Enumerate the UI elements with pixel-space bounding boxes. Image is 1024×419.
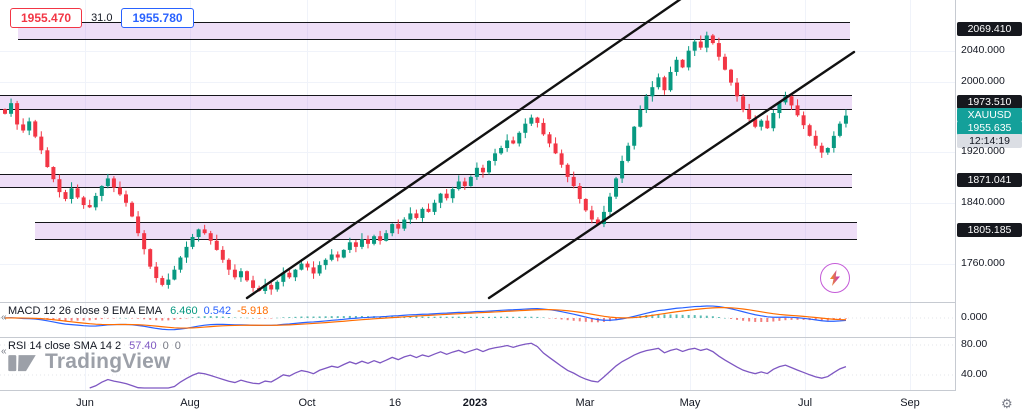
- rsi-values: 57.40 0 0: [129, 340, 187, 352]
- time-axis-label-2023: 2023: [462, 397, 488, 409]
- macd-axis-label: 0.000: [961, 311, 988, 323]
- indicator-value: 0.542: [203, 305, 232, 317]
- vertical-gridline: [910, 0, 911, 390]
- rsi-header[interactable]: RSI 14 close SMA 14 2 57.40 0 0: [8, 340, 187, 352]
- price-level-badge-1973510: 1973.510: [957, 94, 1022, 109]
- price-axis-label: 1840.000: [961, 196, 1005, 208]
- macd-pane[interactable]: [0, 303, 956, 338]
- horizontal-gridline: [0, 152, 955, 153]
- price-zone-1805.185[interactable]: [35, 222, 857, 240]
- price-axis-label: 1920.000: [961, 145, 1005, 157]
- time-axis-label-Sep: Sep: [900, 397, 920, 409]
- macd-title: MACD 12 26 close 9 EMA EMA: [8, 305, 163, 317]
- rsi-pane-collapse-icon[interactable]: «: [1, 346, 7, 357]
- watermark-text: TradingView: [45, 350, 171, 373]
- indicator-value: 0: [174, 340, 181, 352]
- macd-values: 6.460 0.542 -5.918: [170, 305, 274, 317]
- time-axis[interactable]: Jun Aug Oct 16 2023 Mar May Jul Sep: [0, 391, 1024, 419]
- tradingview-watermark: TradingView: [6, 346, 171, 378]
- price-axis-label: 2000.000: [961, 75, 1005, 87]
- symbol-badge: XAUUSD: [957, 107, 1022, 122]
- price-level-badge-1871041: 1871.041: [957, 173, 1022, 187]
- vertical-gridline: [307, 0, 308, 390]
- vertical-gridline: [585, 0, 586, 390]
- sell-button[interactable]: 1955.470: [10, 8, 83, 28]
- time-axis-label-Oct: Oct: [298, 397, 316, 409]
- indicator-value: 0: [162, 340, 169, 352]
- rsi-axis-label: 40.00: [961, 368, 988, 380]
- horizontal-gridline: [0, 51, 955, 52]
- vertical-gridline: [85, 0, 86, 390]
- lightning-button[interactable]: [820, 263, 850, 293]
- price-level-badge-1805185: 1805.185: [957, 223, 1022, 237]
- time-axis-label-16: 16: [388, 397, 402, 409]
- price-axis-separator: [955, 0, 956, 419]
- rsi-axis-label: 80.00: [961, 338, 988, 350]
- vertical-gridline: [190, 0, 191, 390]
- macd-header[interactable]: MACD 12 26 close 9 EMA EMA 6.460 0.542 -5.…: [8, 305, 274, 317]
- time-axis-label-May: May: [679, 397, 701, 409]
- buy-button[interactable]: 1955.780: [121, 8, 194, 28]
- time-axis-label-Jul: Jul: [797, 397, 813, 409]
- pane-separator-macd-rsi[interactable]: [0, 337, 1024, 338]
- horizontal-gridline: [0, 264, 955, 265]
- price-axis[interactable]: 2069.410 2040.000 2000.000 1973.510 XAUUSD 19…: [956, 0, 1024, 419]
- vertical-gridline: [805, 0, 806, 390]
- indicator-value: -5.918: [237, 305, 269, 317]
- spread-value: 31.0: [91, 12, 113, 24]
- horizontal-gridline: [0, 203, 955, 204]
- vertical-gridline: [475, 0, 476, 390]
- tradingview-logo-icon: [8, 355, 36, 372]
- rsi-pane[interactable]: [0, 338, 956, 390]
- price-axis-label: 1760.000: [961, 257, 1005, 269]
- axis-settings-icon[interactable]: ⚙: [1001, 396, 1013, 411]
- time-axis-label-Mar: Mar: [575, 397, 595, 409]
- indicator-value: 57.40: [129, 340, 157, 352]
- macd-pane-collapse-icon[interactable]: «: [1, 312, 7, 323]
- price-zone-1973.510[interactable]: [0, 95, 852, 110]
- time-axis-label-Jun: Jun: [76, 397, 94, 409]
- order-panel: 1955.470 31.0 1955.780: [10, 8, 194, 28]
- vertical-gridline: [690, 0, 691, 390]
- current-time-badge: 12:14:19: [957, 133, 1022, 148]
- time-axis-separator: [0, 390, 1024, 391]
- main-chart-pane[interactable]: [0, 0, 956, 303]
- pane-separator-main-macd[interactable]: [0, 302, 1024, 303]
- current-price-badge: 1955.635: [957, 120, 1022, 135]
- indicator-value: 6.460: [170, 305, 198, 317]
- lightning-icon: [830, 270, 840, 286]
- price-axis-label: 2040.000: [961, 44, 1005, 56]
- time-axis-label-Aug: Aug: [180, 397, 200, 409]
- horizontal-gridline: [0, 82, 955, 83]
- rsi-title: RSI 14 close SMA 14 2: [8, 340, 122, 352]
- price-level-badge-2069410: 2069.410: [957, 22, 1022, 36]
